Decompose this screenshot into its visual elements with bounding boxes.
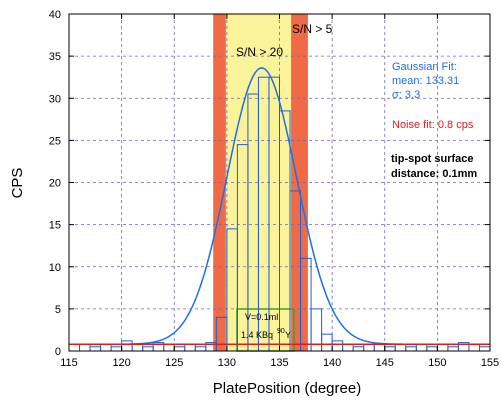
y-tick-label: 30 <box>49 93 61 105</box>
histogram-bar <box>394 343 407 352</box>
x-tick-layer: 115 120 125 130 135 140 145 150 155 <box>60 14 499 369</box>
histogram-bar <box>173 346 186 352</box>
x-tick-label: 135 <box>270 357 288 369</box>
gaussian-fit-mean: mean: 133.31 <box>392 75 459 87</box>
x-tick-label: 115 <box>60 357 78 369</box>
histogram-bar <box>131 343 144 352</box>
y-tick-layer: 0 5 10 15 20 25 30 35 40 <box>49 9 490 358</box>
histogram-bar <box>415 343 428 352</box>
noise-fit-label: Noise fit: 0.8 cps <box>392 119 474 131</box>
y-tick-label: 35 <box>49 51 61 63</box>
histogram-bar <box>79 343 91 352</box>
x-tick-label: 120 <box>112 357 130 369</box>
tip-spot-line1: tip-spot surface <box>391 153 474 165</box>
histogram-bar <box>89 346 102 352</box>
x-tick-label: 155 <box>481 357 499 369</box>
x-tick-label: 145 <box>376 357 394 369</box>
histogram-bar <box>405 346 417 352</box>
histogram-bar <box>142 346 154 352</box>
histogram-bar <box>121 340 133 352</box>
x-tick-label: 140 <box>323 357 341 369</box>
band-label-sn5: S/N > 5 <box>292 22 333 36</box>
histogram-bar <box>352 346 365 352</box>
x-tick-label: 150 <box>428 357 446 369</box>
y-tick-label: 5 <box>55 304 61 316</box>
x-tick-label: 125 <box>165 357 183 369</box>
histogram-bar <box>468 343 480 352</box>
histogram-bar <box>478 346 491 352</box>
y-axis-title: CPS <box>9 168 26 199</box>
histogram-bar <box>68 343 81 352</box>
histogram-bar <box>373 343 386 352</box>
sample-isotope: Y <box>285 330 291 340</box>
y-tick-label: 10 <box>49 262 61 274</box>
tip-spot-line2: distance: 0.1mm <box>391 168 477 180</box>
histogram-bar <box>447 346 459 352</box>
histogram-bar <box>342 343 354 352</box>
y-tick-label: 0 <box>55 346 61 358</box>
y-tick-label: 40 <box>49 9 61 21</box>
histogram-bar <box>184 343 196 352</box>
histogram-bar <box>363 343 375 352</box>
histogram-bar <box>321 333 333 352</box>
histogram-bar <box>436 343 449 352</box>
histogram-bar <box>426 346 438 352</box>
sample-activity: 1.4 KBq <box>241 330 273 340</box>
sample-volume: V=0.1ml <box>245 312 278 322</box>
gaussian-fit-sigma: σ: 3.3 <box>392 89 420 101</box>
histogram-bar <box>331 340 344 352</box>
band-label-sn20: S/N > 20 <box>236 45 283 59</box>
y-tick-label: 25 <box>49 135 61 147</box>
gaussian-fit-label: Gaussian Fit: <box>392 61 457 73</box>
histogram-bar <box>194 346 207 352</box>
y-tick-label: 20 <box>49 178 61 190</box>
x-tick-label: 130 <box>218 357 236 369</box>
histogram-bar <box>163 343 175 352</box>
histogram-bar <box>384 346 396 352</box>
histogram-bar <box>100 343 112 352</box>
y-tick-label: 15 <box>49 220 61 232</box>
sample-isotope-mass: 90 <box>277 328 285 335</box>
x-axis-title: PlatePosition (degree) <box>213 380 361 397</box>
histogram-bar <box>110 346 123 352</box>
